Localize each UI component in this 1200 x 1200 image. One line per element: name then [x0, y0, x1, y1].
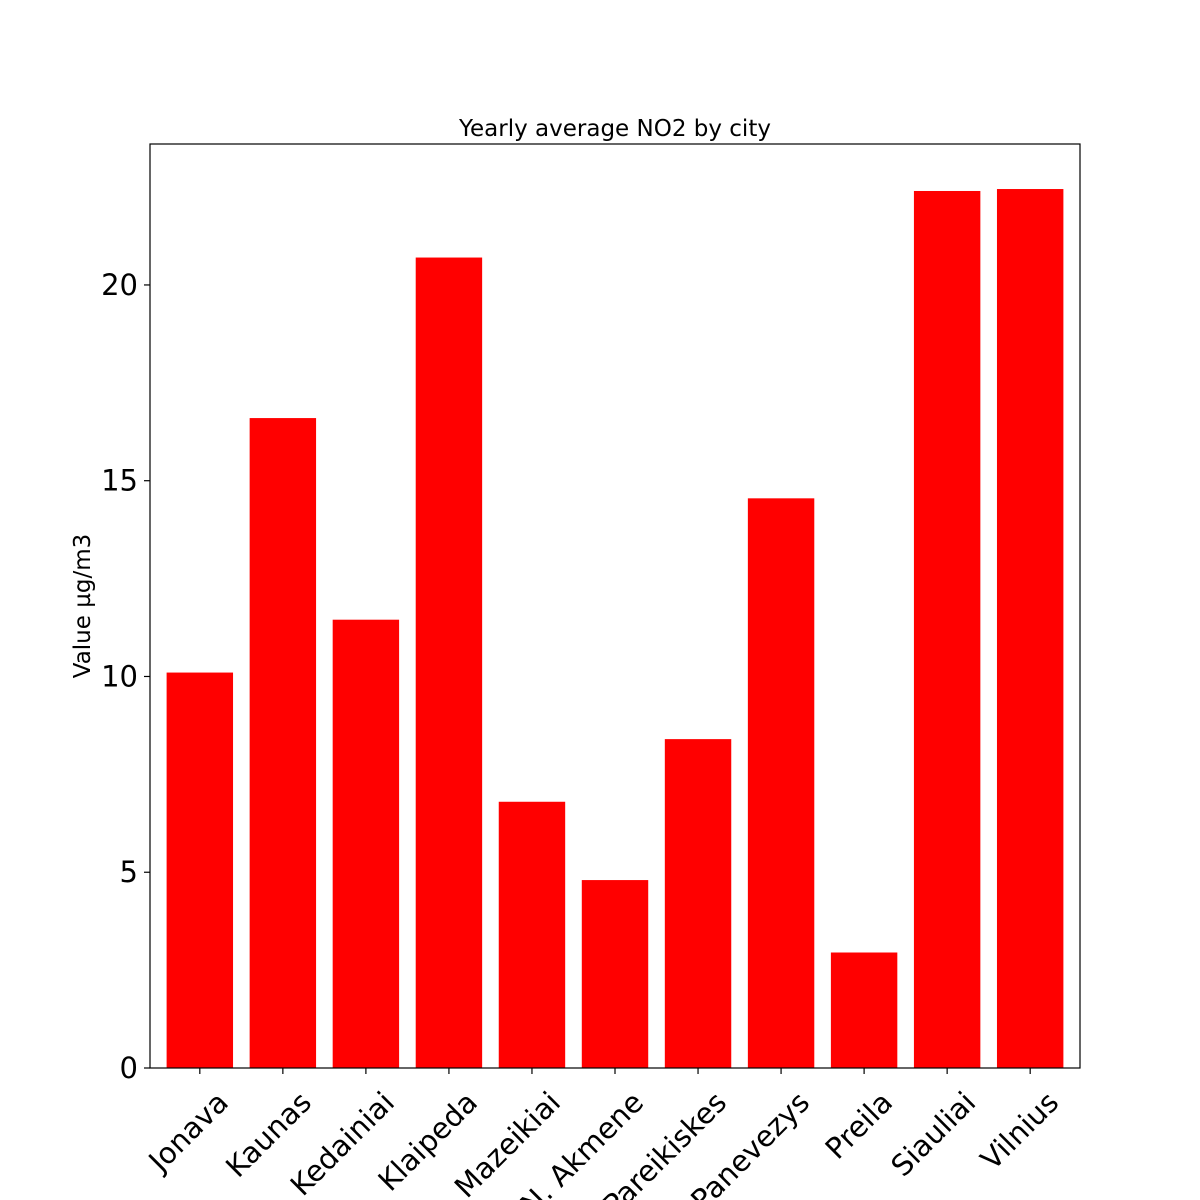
- y-tick-label: 0: [120, 1051, 138, 1085]
- bar-siauliai: [913, 190, 981, 1069]
- y-tick-label: 15: [101, 464, 138, 498]
- bar-klaipeda: [415, 257, 483, 1068]
- plot-frame: [149, 143, 1081, 1069]
- y-tick-label: 5: [120, 855, 138, 889]
- x-tick-label: Vilnius: [974, 1085, 1065, 1176]
- y-tick-label: 20: [101, 268, 138, 302]
- bar-n-akmene: [581, 880, 649, 1068]
- y-axis: 0 5 10 15 20: [101, 268, 150, 1085]
- bar-preila: [830, 952, 898, 1068]
- bar-kedainiai: [332, 619, 400, 1068]
- bar-mazeikiai: [498, 801, 566, 1068]
- chart-title: Yearly average NO2 by city: [458, 116, 771, 142]
- bar-vilnius: [996, 189, 1064, 1068]
- x-tick-label: Jonava: [141, 1085, 235, 1179]
- x-axis: JonavaKaunasKedainiaiKlaipedaMazeikiaiN.…: [141, 1068, 1065, 1200]
- y-tick-label: 10: [101, 659, 138, 693]
- bar-panevezys: [747, 498, 815, 1069]
- bars-group: [166, 189, 1064, 1069]
- bar-pareikiskes: [664, 739, 732, 1068]
- x-tick-label: Siauliai: [884, 1085, 982, 1183]
- x-tick-label: Preila: [819, 1085, 900, 1166]
- bar-jonava: [166, 672, 234, 1068]
- bar-kaunas: [249, 418, 317, 1068]
- y-axis-label: Value µg/m3: [70, 534, 96, 679]
